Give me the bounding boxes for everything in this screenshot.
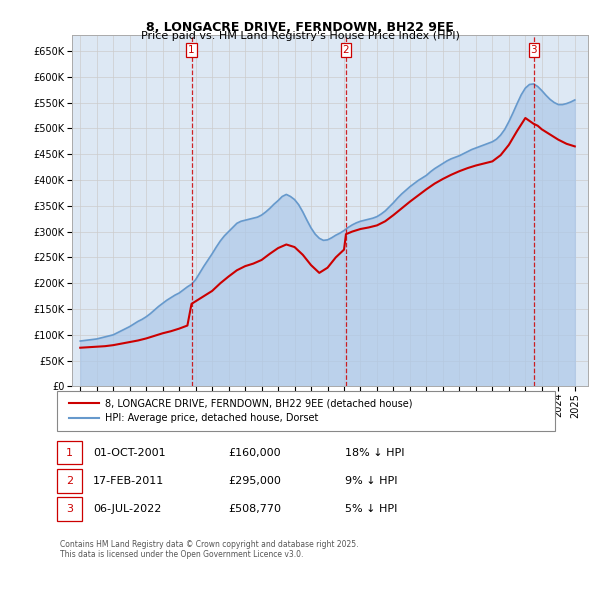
- Text: 3: 3: [530, 45, 537, 55]
- Text: 1: 1: [188, 45, 195, 55]
- Text: 9% ↓ HPI: 9% ↓ HPI: [345, 476, 398, 486]
- Text: £508,770: £508,770: [228, 504, 281, 514]
- Text: 8, LONGACRE DRIVE, FERNDOWN, BH22 9EE: 8, LONGACRE DRIVE, FERNDOWN, BH22 9EE: [146, 21, 454, 34]
- Text: Price paid vs. HM Land Registry's House Price Index (HPI): Price paid vs. HM Land Registry's House …: [140, 31, 460, 41]
- Text: 2: 2: [66, 476, 73, 486]
- Text: 2: 2: [343, 45, 349, 55]
- Text: HPI: Average price, detached house, Dorset: HPI: Average price, detached house, Dors…: [105, 413, 319, 423]
- Text: 06-JUL-2022: 06-JUL-2022: [93, 504, 161, 514]
- Text: Contains HM Land Registry data © Crown copyright and database right 2025.
This d: Contains HM Land Registry data © Crown c…: [60, 540, 359, 559]
- Text: £160,000: £160,000: [228, 448, 281, 457]
- Text: 5% ↓ HPI: 5% ↓ HPI: [345, 504, 397, 514]
- Text: 17-FEB-2011: 17-FEB-2011: [93, 476, 164, 486]
- Text: £295,000: £295,000: [228, 476, 281, 486]
- Text: 3: 3: [66, 504, 73, 514]
- Text: 01-OCT-2001: 01-OCT-2001: [93, 448, 166, 457]
- Text: 1: 1: [66, 448, 73, 457]
- Text: 8, LONGACRE DRIVE, FERNDOWN, BH22 9EE (detached house): 8, LONGACRE DRIVE, FERNDOWN, BH22 9EE (d…: [105, 398, 413, 408]
- Text: 18% ↓ HPI: 18% ↓ HPI: [345, 448, 404, 457]
